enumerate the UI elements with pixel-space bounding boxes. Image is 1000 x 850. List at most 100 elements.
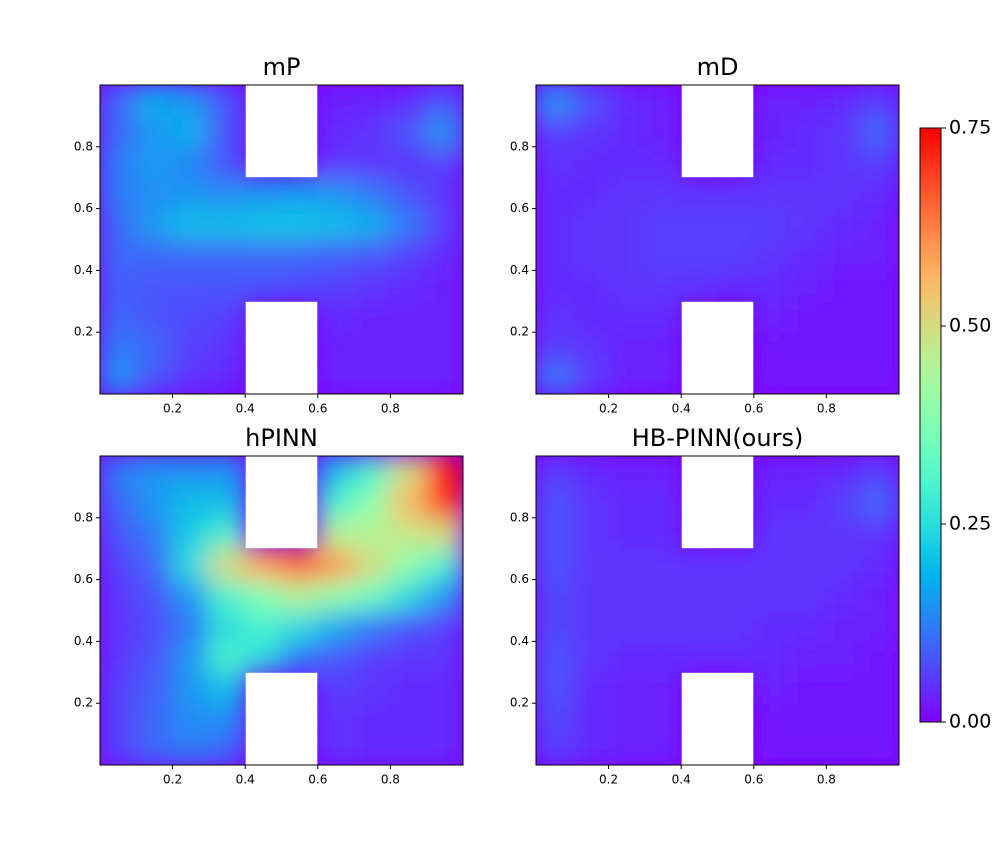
heat-cell [99, 733, 138, 766]
colorbar-tick-label: 0.00 [949, 711, 991, 733]
heat-cell [389, 547, 428, 581]
heat-cell [99, 578, 138, 612]
heat-cell [861, 702, 900, 736]
heat-cell [825, 733, 864, 766]
y-tick-label: 0.8 [510, 510, 529, 524]
heat-cell [535, 176, 574, 210]
heat-cell [680, 640, 719, 674]
heat-cell [207, 207, 247, 241]
heat-cell [789, 114, 828, 148]
heat-cell [207, 331, 247, 365]
heat-cell [207, 455, 247, 488]
heat-cell [607, 547, 646, 581]
heat-cell [607, 485, 646, 519]
heat-cell [716, 238, 755, 272]
heat-cell [752, 145, 792, 179]
heat-cell [99, 145, 138, 179]
heat-cell [861, 455, 900, 488]
heat-cell [171, 114, 210, 148]
heat-cell [535, 84, 574, 117]
heat-cell [571, 516, 610, 550]
heat-cell [171, 362, 210, 395]
heat-cell [425, 733, 464, 766]
heat-cell [425, 269, 464, 303]
heat-cell [207, 578, 247, 612]
heat-cell [353, 269, 392, 303]
heat-cell [643, 516, 683, 550]
panel-title: mP [263, 53, 301, 81]
x-tick-label: 0.2 [599, 773, 618, 787]
heat-cell [535, 671, 574, 705]
heat-cell [316, 84, 356, 117]
x-tick-label: 0.2 [163, 773, 182, 787]
heat-cell [607, 238, 646, 272]
heat-cell [861, 609, 900, 643]
heat-cell [389, 269, 428, 303]
heat-cell [752, 547, 792, 581]
x-tick-label: 0.8 [381, 773, 400, 787]
heat-cell [571, 145, 610, 179]
heat-cell [752, 702, 792, 736]
heat-cell [425, 547, 464, 581]
heat-cell [316, 609, 356, 643]
heat-cell [99, 238, 138, 272]
heat-cell [207, 362, 247, 395]
heatmap-field [99, 84, 464, 395]
heat-cell [135, 300, 174, 334]
heat-cell [316, 238, 356, 272]
heat-cell [316, 640, 356, 674]
heat-cell [571, 547, 610, 581]
heat-cell [861, 578, 900, 612]
heat-cell [135, 207, 174, 241]
colorbar-tick-label: 0.50 [949, 315, 991, 337]
heat-cell [752, 455, 792, 488]
heat-cell [861, 300, 900, 334]
heat-cell [789, 455, 828, 488]
heat-cell [571, 238, 610, 272]
heat-cell [643, 455, 683, 488]
heat-cell [535, 269, 574, 303]
heatmap-field [99, 455, 464, 766]
heat-cell [135, 455, 174, 488]
heat-cell [171, 455, 210, 488]
heat-cell [571, 176, 610, 210]
heat-cell [607, 578, 646, 612]
heat-cell [571, 671, 610, 705]
heat-cell [389, 609, 428, 643]
heat-cell [316, 702, 356, 736]
heat-cell [389, 84, 428, 117]
heat-cell [99, 671, 138, 705]
heat-cell [643, 84, 683, 117]
heat-cell [280, 578, 319, 612]
heat-cell [99, 485, 138, 519]
heat-cell [571, 300, 610, 334]
heat-cell [680, 176, 719, 210]
heat-cell [789, 547, 828, 581]
heat-cell [425, 640, 464, 674]
y-tick-label: 0.6 [74, 201, 93, 215]
heat-cell [353, 485, 392, 519]
colorbar-tick-label: 0.75 [949, 117, 991, 139]
heat-cell [135, 84, 174, 117]
heat-cell [99, 207, 138, 241]
heat-cell [825, 207, 864, 241]
heat-cell [207, 733, 247, 766]
heatmap-field [535, 455, 900, 766]
heat-cell [825, 671, 864, 705]
heat-cell [425, 485, 464, 519]
axes-frame [535, 455, 900, 766]
heat-cell [316, 269, 356, 303]
heat-cell [353, 84, 392, 117]
heat-cell [571, 578, 610, 612]
heat-cell [825, 578, 864, 612]
panel-title: HB-PINN(ours) [632, 424, 804, 452]
colorbar-tick-label: 0.25 [949, 513, 991, 535]
heat-cell [171, 671, 210, 705]
heat-cell [280, 609, 319, 643]
heat-cell [752, 733, 792, 766]
heat-cell [752, 331, 792, 365]
x-tick-label: 0.2 [599, 402, 618, 416]
heat-cell [316, 516, 356, 550]
heat-cell [535, 609, 574, 643]
heat-cell [389, 176, 428, 210]
